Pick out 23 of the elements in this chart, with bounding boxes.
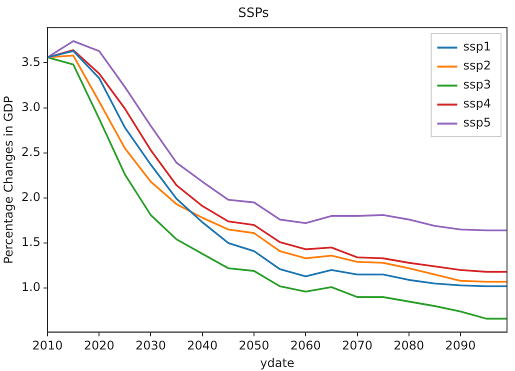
y-axis-title: Percentage Changes in GDP <box>1 96 16 264</box>
x-tick-label: 2060 <box>290 338 321 353</box>
legend-label: ssp4 <box>463 96 492 111</box>
x-tick-label: 2080 <box>394 338 424 353</box>
x-tick-label: 2010 <box>32 338 63 353</box>
legend-label: ssp3 <box>463 78 492 92</box>
x-tick-label: 2040 <box>187 338 218 353</box>
chart-title: SSPs <box>238 6 270 22</box>
x-tick-label: 2070 <box>342 338 373 353</box>
y-tick-label: 1.5 <box>21 235 40 250</box>
x-tick-label: 2050 <box>238 338 270 353</box>
legend-label: ssp2 <box>463 58 492 73</box>
x-tick-label: 2030 <box>135 338 166 353</box>
y-tick-label: 3.0 <box>21 100 40 114</box>
x-axis-title: ydate <box>260 356 294 370</box>
legend-label: ssp1 <box>463 40 492 54</box>
y-tick-label: 2.5 <box>21 144 40 159</box>
x-tick-label: 2090 <box>445 338 476 353</box>
y-tick-label: 1.0 <box>21 280 40 294</box>
x-tick-label: 2020 <box>84 338 114 353</box>
legend-label: ssp5 <box>463 116 492 130</box>
y-tick-label: 2.0 <box>21 190 40 204</box>
y-tick-label: 3.5 <box>21 54 40 69</box>
